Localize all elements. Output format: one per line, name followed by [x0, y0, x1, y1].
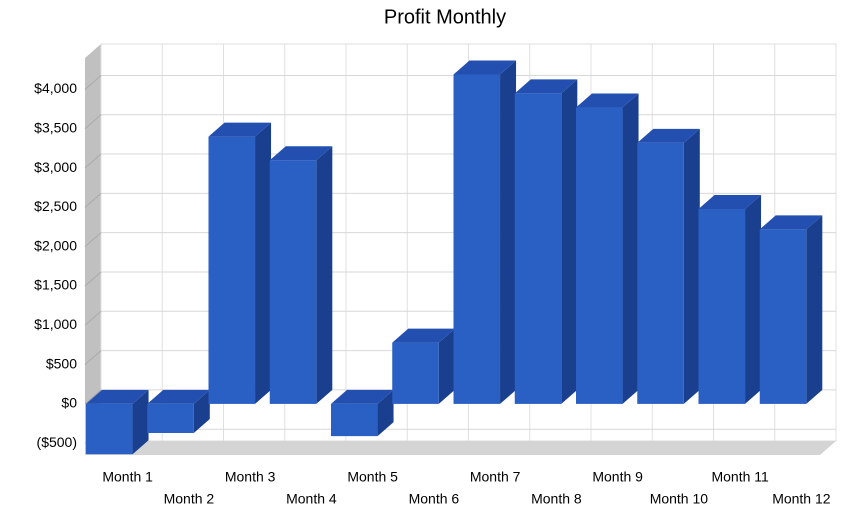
x-tick-label: Month 6: [409, 491, 460, 507]
y-tick-label: $1,000: [34, 316, 77, 332]
grid-line-side: [84, 271, 102, 287]
bar-side: [193, 389, 210, 433]
bar: [453, 60, 517, 404]
x-tick-label: Month 9: [592, 469, 643, 485]
y-tick-label: $1,500: [34, 277, 77, 293]
x-tick-label: Month 8: [531, 491, 582, 507]
bar-top: [637, 128, 700, 143]
bar-top: [453, 60, 517, 75]
grid-line-side: [84, 114, 102, 130]
floor: [85, 441, 836, 455]
y-tick-label: $4,000: [34, 80, 77, 96]
bar: [147, 389, 210, 433]
bar-top: [759, 215, 823, 230]
x-tick-label: Month 5: [347, 469, 398, 485]
x-tick-label: Month 12: [772, 491, 831, 507]
y-tick-label: ($500): [37, 434, 77, 450]
bar-front: [759, 229, 807, 404]
bar-front: [637, 142, 684, 404]
bar-side: [377, 389, 394, 437]
grid-line-side: [84, 75, 102, 90]
bar-side: [500, 60, 517, 404]
bar-front: [698, 208, 746, 404]
bar-side: [561, 79, 578, 404]
bar-side: [622, 93, 639, 404]
bar: [86, 389, 149, 455]
bar-top: [86, 389, 149, 404]
grid-line-side: [84, 350, 102, 365]
x-tick-label: Month 7: [470, 469, 521, 485]
grid-line-side: [84, 192, 102, 208]
x-tick-label: Month 1: [102, 469, 153, 485]
bar-front: [576, 107, 623, 404]
bar-top: [514, 79, 578, 94]
bar-top: [208, 122, 272, 137]
x-tick-label: Month 2: [164, 491, 215, 507]
bar-top: [147, 389, 210, 404]
bar-side: [683, 128, 700, 404]
bar: [514, 79, 578, 404]
grid-line-side: [84, 153, 102, 169]
bar: [208, 122, 272, 404]
y-tick-label: $2,000: [34, 237, 77, 253]
bar-side: [316, 146, 333, 404]
bar: [637, 128, 700, 404]
chart-title: Profit Monthly: [384, 6, 506, 28]
bar-top: [576, 93, 639, 108]
bar-front: [86, 403, 133, 455]
bar: [331, 389, 394, 437]
bar-front: [392, 342, 439, 404]
y-tick-label: $2,500: [34, 198, 77, 214]
bar-front: [453, 74, 501, 404]
x-tick-label: Month 11: [711, 469, 769, 485]
bar: [392, 328, 455, 404]
bar-side: [806, 215, 823, 404]
bar-side: [438, 328, 455, 404]
grid-line-side: [84, 310, 102, 326]
grid-line-side: [84, 232, 102, 248]
bar-side: [745, 194, 762, 404]
bar: [576, 93, 639, 404]
bar: [759, 215, 823, 404]
bar: [269, 146, 333, 404]
bar-front: [269, 160, 317, 404]
x-tick-label: Month 4: [286, 491, 337, 507]
left-wall: [85, 44, 101, 455]
bar-top: [331, 389, 394, 404]
bar-front: [514, 93, 562, 404]
y-tick-label: $0: [61, 395, 77, 411]
grid-line-side: [84, 389, 102, 405]
x-tick-label: Month 10: [650, 491, 709, 507]
y-tick-label: $500: [46, 355, 77, 371]
bar-front: [147, 403, 194, 433]
bar-front: [331, 403, 378, 437]
x-tick-label: Month 3: [225, 469, 276, 485]
bar-top: [698, 194, 762, 209]
y-tick-label: $3,000: [34, 159, 77, 175]
bar-side: [255, 122, 272, 404]
y-tick-label: $3,500: [34, 119, 77, 135]
bar: [698, 194, 762, 404]
bar-top: [269, 146, 333, 161]
bar-side: [132, 389, 149, 455]
bar-top: [392, 328, 455, 343]
bar-front: [208, 136, 256, 404]
